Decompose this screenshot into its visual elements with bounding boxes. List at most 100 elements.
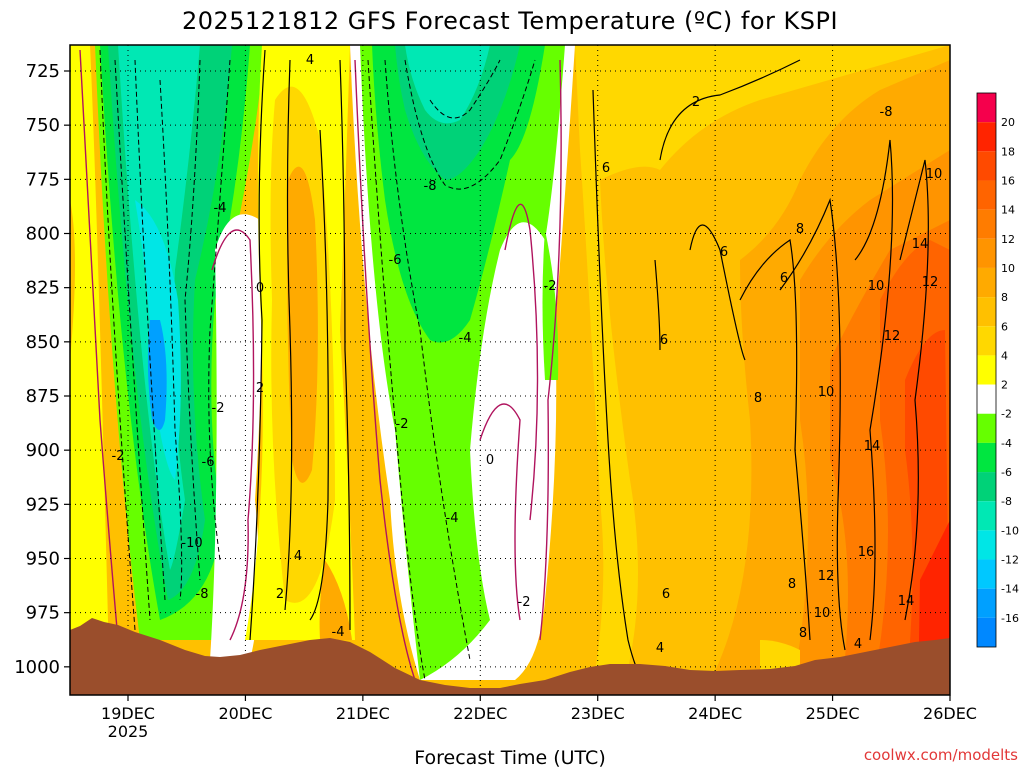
colorbar-label: 2 [1001,379,1008,392]
y-tick-label: 800 [26,224,60,245]
colorbar-label: 8 [1001,291,1008,304]
colorbar-label: -6 [1001,466,1012,479]
x-year-label: 2025 [108,722,149,741]
colorbar-swatch [977,267,996,298]
contour-label: 2 [692,95,700,110]
contour-label: 8 [754,391,762,406]
plot-area [70,45,950,695]
colorbar-label: -4 [1001,437,1012,450]
contour-label: -8 [424,179,437,194]
y-tick-label: 825 [26,278,60,299]
x-tick-label: 25DEC [806,704,860,723]
contour-label: 12 [818,569,835,584]
x-tick-label: 22DEC [453,704,507,723]
colorbar-swatch [977,617,996,647]
colorbar-label: 12 [1001,233,1015,246]
y-axis: 725 750 775 800 825 850 875 900 925 950 975 1000 [14,61,70,678]
contour-label: -2 [518,595,531,610]
contour-label: 4 [854,637,862,652]
contour-label: -10 [181,536,202,551]
colorbar-swatch [977,442,996,473]
x-axis: 19DEC 20DEC 21DEC 22DEC 23DEC 24DEC 25DEC 26DEC [101,695,977,723]
contour-label: 8 [788,577,796,592]
colorbar-label: 16 [1001,174,1015,187]
colorbar-swatch [977,93,996,123]
contour-label: 16 [858,545,875,560]
contour-label: -2 [396,417,409,432]
colorbar-swatch [977,122,996,152]
y-tick-label: 950 [26,549,60,570]
chart-title: 2025121812 GFS Forecast Temperature (ºC)… [182,7,838,35]
colorbar-label: 18 [1001,145,1015,158]
contour-label: -4 [446,511,459,526]
contour-label: 8 [796,222,804,237]
colorbar-swatch [977,472,996,502]
colorbar-label: -10 [1001,524,1019,537]
colorbar-label: 20 [1001,116,1015,129]
colorbar-label: -8 [1001,495,1012,508]
colorbar-label: -16 [1001,612,1019,625]
y-tick-label: 900 [26,440,60,461]
contour-label: -6 [389,253,402,268]
contour-label: 6 [602,161,610,176]
contour-label: 14 [864,439,881,454]
colorbar: 20 18 16 14 12 10 8 6 4 2 -2 -4 -6 -8 -10 -12 -14 -16 [976,92,1019,648]
x-tick-label: 24DEC [688,704,742,723]
colorbar-swatch [977,588,996,618]
contour-label: -4 [459,331,472,346]
contour-label: 4 [294,549,302,564]
x-axis-label: Forecast Time (UTC) [414,747,605,768]
contour-label: 2 [256,381,264,396]
contour-label: -2 [544,279,557,294]
colorbar-swatch [977,238,996,268]
colorbar-swatch [977,297,996,327]
contour-label: 0 [486,453,494,468]
x-tick-label: 26DEC [923,704,977,723]
contour-label: -8 [196,587,209,602]
contour-label: 6 [660,333,668,348]
credit-text: coolwx.com/modelts [864,746,1018,764]
colorbar-frame [976,92,997,648]
colorbar-swatch [977,501,996,531]
colorbar-swatch [977,151,996,181]
contour-label: 2 [276,587,284,602]
contour-label: -4 [332,625,345,640]
contour-label: -2 [212,401,225,416]
colorbar-swatch [977,530,996,560]
colorbar-swatch [977,355,996,385]
contour-label: 12 [884,329,901,344]
x-tick-label: 19DEC [101,704,155,723]
contour-label: 8 [799,626,807,641]
colorbar-label: 10 [1001,262,1015,275]
x-tick-label: 23DEC [571,704,625,723]
contour-label: 14 [912,237,929,252]
contour-label: 10 [818,385,835,400]
contour-label: -4 [214,201,227,216]
contour-labels: 4 -4 -8 -6 -2 0 2 -2 -6 -10 -8 -2 -4 -2 0 -4 -2 2 4 4 6 6 6 8 6 8… [112,53,943,656]
colorbar-swatch [977,559,996,589]
colorbar-swatch [977,180,996,210]
contour-label: 4 [656,641,664,656]
y-tick-label: 925 [26,494,60,515]
contour-label: 0 [256,281,264,296]
colorbar-swatch [977,326,996,356]
contour-label: 6 [720,245,728,260]
contour-label: -6 [202,455,215,470]
y-tick-label: 750 [26,115,60,136]
y-tick-label: 775 [26,169,60,190]
colorbar-swatch [977,209,996,239]
contour-label: 10 [814,606,831,621]
y-tick-label: 1000 [14,657,60,678]
contour-label: -8 [880,105,893,120]
x-tick-label: 20DEC [218,704,272,723]
contour-label: 4 [306,53,314,68]
plot-frame [69,44,951,696]
colorbar-label: -2 [1001,408,1012,421]
y-tick-label: 875 [26,386,60,407]
colorbar-swatch [977,413,996,443]
contour-label: 6 [780,271,788,286]
terrain [70,618,950,695]
contour-label: 14 [898,594,915,609]
colorbar-label: -14 [1001,583,1019,596]
